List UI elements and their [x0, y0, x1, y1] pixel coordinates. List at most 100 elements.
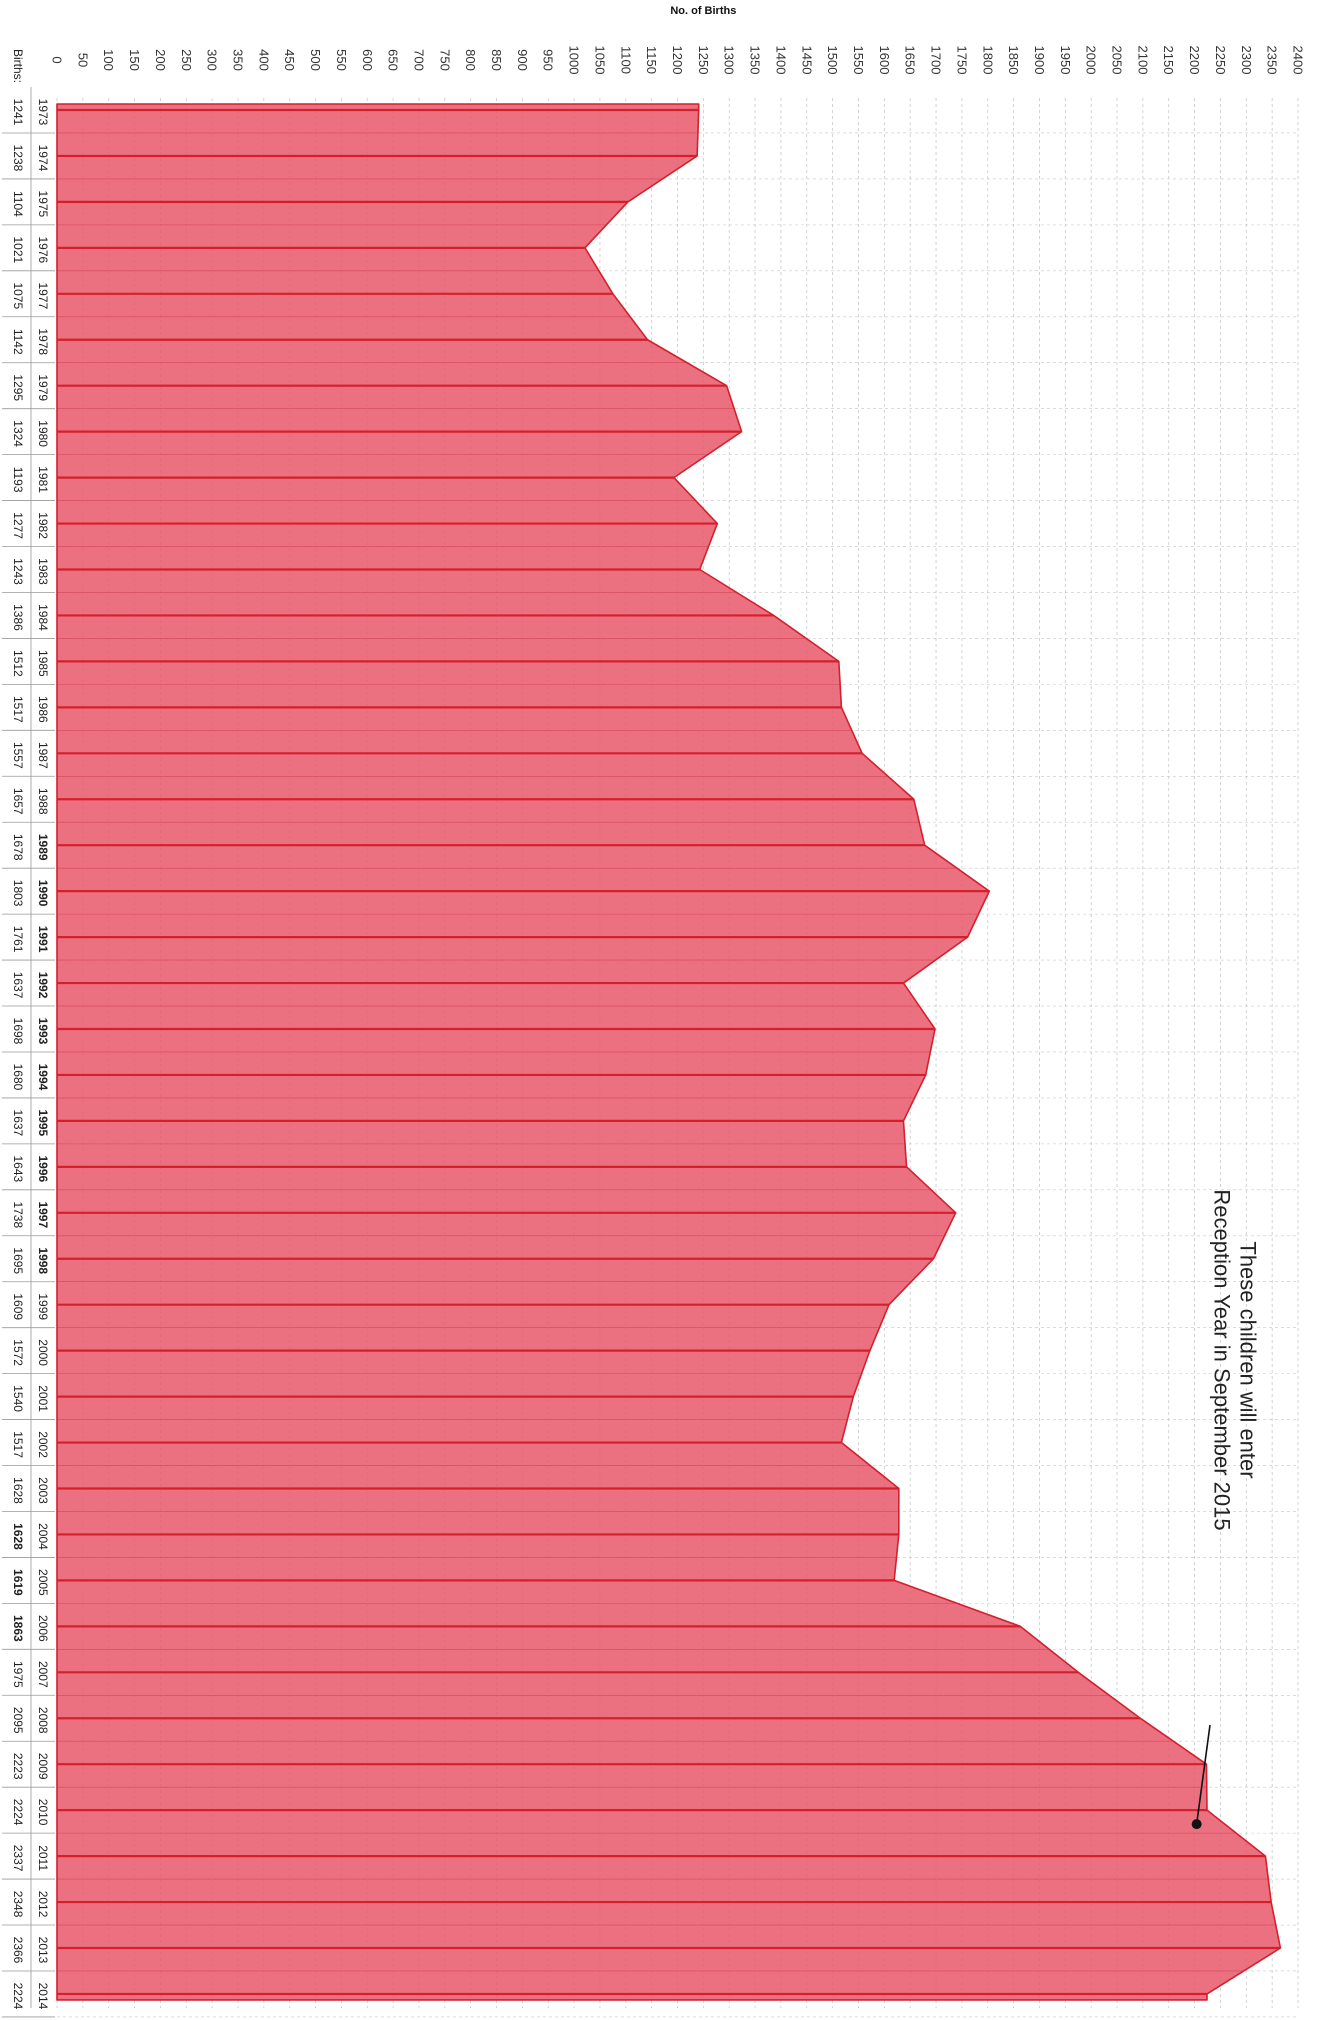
- x-tick-label: 100: [101, 49, 116, 71]
- births-value-label: 2348: [11, 1891, 25, 1918]
- births-value-label: 1698: [11, 1018, 25, 1045]
- x-tick-label: 1900: [1032, 46, 1047, 75]
- x-tick-label: 1600: [877, 46, 892, 75]
- x-tick-label: 2400: [1291, 46, 1306, 75]
- x-tick-label: 300: [205, 49, 220, 71]
- year-label: 1998: [36, 1247, 50, 1274]
- x-tick-label: 500: [308, 49, 323, 71]
- x-tick-label: 50: [75, 53, 90, 67]
- year-label: 1989: [36, 834, 50, 861]
- x-tick-label: 350: [230, 49, 245, 71]
- births-value-label: 1695: [11, 1247, 25, 1274]
- births-value-label: 1628: [11, 1477, 25, 1504]
- annotation-pointer: [1195, 1724, 1211, 1825]
- year-label: 1983: [36, 558, 50, 585]
- x-tick-label: 2350: [1265, 46, 1280, 75]
- year-label: 2004: [36, 1523, 50, 1550]
- births-value-label: 1863: [11, 1615, 25, 1642]
- year-label: 1990: [36, 880, 50, 907]
- x-tick-label: 2050: [1110, 46, 1125, 75]
- x-tick-label: 1000: [567, 46, 582, 75]
- births-value-label: 1277: [11, 512, 25, 539]
- year-label: 2002: [36, 1431, 50, 1458]
- year-label: 1984: [36, 604, 50, 631]
- births-value-label: 1243: [11, 558, 25, 585]
- x-tick-label: 800: [463, 49, 478, 71]
- year-label: 1997: [36, 1201, 50, 1228]
- births-value-label: 1738: [11, 1201, 25, 1228]
- year-label: 1980: [36, 420, 50, 447]
- births-value-label: 2337: [11, 1845, 25, 1872]
- x-tick-label: 1350: [748, 46, 763, 75]
- year-label: 2009: [36, 1753, 50, 1780]
- births-value-label: 1238: [11, 145, 25, 172]
- births-value-label: 1609: [11, 1293, 25, 1320]
- year-label: 2014: [36, 1983, 50, 2010]
- year-label: 1994: [36, 1064, 50, 1091]
- x-tick-label: 900: [515, 49, 530, 71]
- x-tick-label: 950: [541, 49, 556, 71]
- births-row-label: Births:: [11, 49, 25, 83]
- births-value-label: 1142: [11, 329, 25, 355]
- births-value-label: 1678: [11, 834, 25, 861]
- x-tick-label: 200: [153, 49, 168, 71]
- year-label: 1976: [36, 236, 50, 263]
- births-value-label: 1572: [11, 1339, 25, 1366]
- x-tick-label: 150: [127, 49, 142, 71]
- x-tick-label: 0: [50, 56, 65, 63]
- x-tick-label: 2000: [1084, 46, 1099, 75]
- x-tick-label: 1250: [696, 46, 711, 75]
- births-value-label: 1512: [11, 650, 25, 677]
- x-tick-label: 1300: [722, 46, 737, 75]
- year-label: 1993: [36, 1018, 50, 1045]
- axis-title-group: No. of Births: [670, 5, 736, 17]
- year-label: 1988: [36, 788, 50, 815]
- x-tick-label: 1950: [1058, 46, 1073, 75]
- x-tick-label: 250: [179, 49, 194, 71]
- births-value-label: 2366: [11, 1937, 25, 1964]
- births-value-label: 1075: [11, 282, 25, 309]
- annotation-line-2: Reception Year in September 2015: [1210, 1189, 1235, 1530]
- x-tick-label: 1800: [980, 46, 995, 75]
- year-label: 1981: [36, 466, 50, 493]
- x-tick-label: 400: [256, 49, 271, 71]
- x-tick-label: 1400: [773, 46, 788, 75]
- x-tick-label: 1750: [954, 46, 969, 75]
- births-value-label: 1517: [11, 696, 25, 723]
- year-label: 1977: [36, 282, 50, 309]
- births-value-label: 1540: [11, 1385, 25, 1412]
- year-label: 1986: [36, 696, 50, 723]
- births-value-label: 1104: [11, 191, 25, 217]
- x-tick-label: 2300: [1239, 46, 1254, 75]
- year-label: 2005: [36, 1569, 50, 1596]
- year-label: 1999: [36, 1293, 50, 1320]
- births-value-label: 1557: [11, 742, 25, 769]
- x-tick-label: 1100: [618, 46, 633, 74]
- births-value-label: 1803: [11, 880, 25, 907]
- x-tick-label: 550: [334, 49, 349, 71]
- x-tick-label: 1500: [825, 46, 840, 75]
- x-tick-label: 750: [437, 49, 452, 71]
- year-label: 1991: [36, 926, 50, 953]
- year-label: 2000: [36, 1339, 50, 1366]
- x-tick-label: 1050: [592, 46, 607, 75]
- year-label: 1975: [36, 191, 50, 218]
- births-value-label: 1386: [11, 604, 25, 631]
- year-label: 2003: [36, 1477, 50, 1504]
- x-tick-label: 650: [386, 49, 401, 71]
- x-tick-label: 2200: [1187, 46, 1202, 75]
- births-value-label: 1241: [11, 99, 25, 126]
- x-tick-label: 1450: [799, 46, 814, 75]
- births-value-label: 1517: [11, 1431, 25, 1458]
- x-tick-label: 1850: [1006, 46, 1021, 75]
- x-tick-label: 2150: [1161, 46, 1176, 75]
- births-value-label: 1657: [11, 788, 25, 815]
- x-tick-label: 2250: [1213, 46, 1228, 75]
- x-tick-label: 2100: [1135, 46, 1150, 75]
- year-label: 1995: [36, 1110, 50, 1137]
- year-label: 2006: [36, 1615, 50, 1642]
- year-label: 1996: [36, 1155, 50, 1182]
